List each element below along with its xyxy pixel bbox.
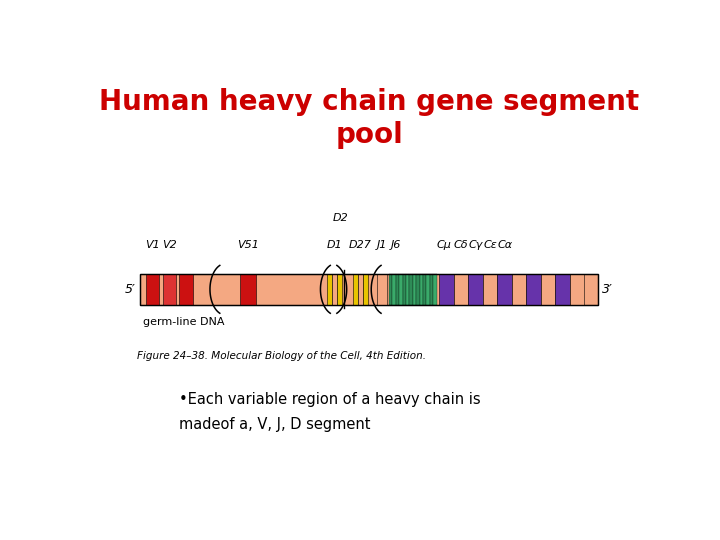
Bar [555, 274, 570, 305]
Text: V2: V2 [162, 240, 176, 250]
Text: V51: V51 [237, 240, 259, 250]
Bar [410, 274, 413, 305]
Bar [468, 274, 483, 305]
Bar [377, 274, 387, 305]
Bar [353, 274, 358, 305]
Bar [145, 274, 159, 305]
Bar [179, 274, 193, 305]
Text: madeof a, V, J, D segment: madeof a, V, J, D segment [179, 417, 371, 432]
Bar [337, 274, 342, 305]
Bar [400, 274, 402, 305]
Text: Cα: Cα [497, 240, 512, 250]
Bar [454, 274, 468, 305]
Bar [163, 274, 176, 305]
Bar [430, 274, 433, 305]
Bar [389, 274, 392, 305]
Bar [426, 274, 430, 305]
Text: J1: J1 [377, 240, 387, 250]
Bar [526, 274, 541, 305]
Bar [423, 274, 426, 305]
Bar [406, 274, 410, 305]
Bar [402, 274, 406, 305]
Text: Human heavy chain gene segment: Human heavy chain gene segment [99, 88, 639, 116]
Bar [240, 274, 256, 305]
Text: Cγ: Cγ [469, 240, 483, 250]
Text: germ-line DNA: germ-line DNA [143, 318, 225, 327]
Text: D27: D27 [349, 240, 372, 250]
Bar [327, 274, 332, 305]
Bar [541, 274, 555, 305]
Bar [358, 274, 363, 305]
Text: Figure 24–38. Molecular Biology of the Cell, 4th Edition.: Figure 24–38. Molecular Biology of the C… [138, 351, 426, 361]
Text: 3′: 3′ [602, 283, 613, 296]
Bar [363, 274, 368, 305]
Text: Cε: Cε [483, 240, 497, 250]
Bar [439, 274, 454, 305]
Bar [396, 274, 400, 305]
Bar [483, 274, 498, 305]
Text: 5′: 5′ [125, 283, 136, 296]
Text: •Each variable region of a heavy chain is: •Each variable region of a heavy chain i… [179, 392, 481, 407]
Text: J6: J6 [391, 240, 401, 250]
Bar [140, 274, 598, 305]
Bar [416, 274, 420, 305]
Text: pool: pool [335, 122, 403, 150]
Text: D1: D1 [327, 240, 343, 250]
Text: D2: D2 [333, 213, 348, 223]
Bar [392, 274, 396, 305]
Text: Cδ: Cδ [454, 240, 468, 250]
Text: Cμ: Cμ [436, 240, 451, 250]
Bar [332, 274, 337, 305]
Bar [498, 274, 512, 305]
Bar [433, 274, 436, 305]
Text: V1: V1 [145, 240, 160, 250]
Bar [140, 274, 598, 305]
Bar [512, 274, 526, 305]
Bar [413, 274, 416, 305]
Bar [570, 274, 585, 305]
Bar [420, 274, 423, 305]
